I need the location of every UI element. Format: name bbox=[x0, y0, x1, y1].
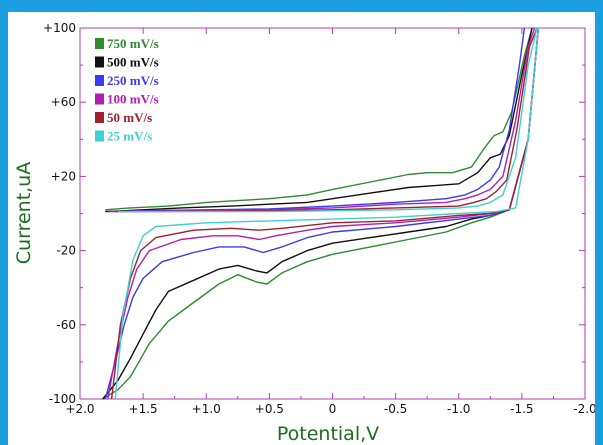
legend-swatch bbox=[95, 75, 104, 86]
x-axis-title: Potential,V bbox=[277, 423, 379, 445]
legend-label: 500 mV/s bbox=[107, 55, 159, 70]
legend-label: 250 mV/s bbox=[107, 73, 159, 88]
series-25-mv-s-lower-curve bbox=[114, 27, 539, 400]
series-750-mv-s-upper-curve bbox=[105, 27, 533, 211]
y-tick-label: +20 bbox=[51, 169, 76, 183]
y-tick-label: -60 bbox=[56, 318, 76, 332]
legend-swatch bbox=[95, 130, 104, 142]
cyclic-voltammogram-chart: +2.0 +1.5 +1.0 +0.5 0 -0.5 -1.0 -1.5 -2.0 +100 +60… bbox=[13, 21, 595, 445]
legend-label: 100 mV/s bbox=[107, 92, 159, 107]
legend: 750 mV/s 500 mV/s 250 mV/s 100 mV/s 50 mV/s 2… bbox=[95, 36, 159, 144]
series-500-mv-s-upper-curve bbox=[105, 27, 533, 213]
series-250-mv-s-lower-curve bbox=[104, 27, 539, 400]
legend-label: 25 mV/s bbox=[107, 129, 152, 144]
y-tick-label: +60 bbox=[51, 95, 76, 109]
series-750-mv-s-lower-curve bbox=[102, 27, 539, 400]
legend-swatch bbox=[95, 56, 104, 68]
axis-tick-labels: +2.0 +1.5 +1.0 +0.5 0 -0.5 -1.0 -1.5 -2.0 +100 +60… bbox=[43, 21, 595, 416]
x-tick-label: -1.5 bbox=[510, 402, 533, 416]
series-25-mv-s-upper-curve bbox=[117, 27, 538, 213]
x-tick-label: -2.0 bbox=[573, 402, 595, 416]
y-axis-title: Current,uA bbox=[13, 162, 35, 264]
y-tick-label: -20 bbox=[56, 244, 76, 258]
legend-swatch bbox=[95, 38, 104, 49]
x-tick-label: -0.5 bbox=[384, 402, 407, 416]
legend-label: 750 mV/s bbox=[107, 36, 159, 51]
series-250-mv-s-upper-curve bbox=[107, 27, 526, 213]
legend-label: 50 mV/s bbox=[107, 110, 152, 125]
x-tick-label: +0.5 bbox=[255, 402, 284, 416]
legend-swatch bbox=[95, 93, 104, 105]
x-tick-label: -1.0 bbox=[447, 402, 470, 416]
x-tick-label: +2.0 bbox=[65, 402, 94, 416]
series-curves bbox=[102, 27, 539, 400]
y-tick-label: -100 bbox=[49, 392, 76, 406]
x-tick-label: 0 bbox=[329, 402, 337, 416]
series-500-mv-s-lower-curve bbox=[102, 27, 539, 400]
x-tick-label: +1.0 bbox=[192, 402, 221, 416]
legend-swatch bbox=[95, 112, 104, 123]
chart-frame: +2.0 +1.5 +1.0 +0.5 0 -0.5 -1.0 -1.5 -2.0 +100 +60… bbox=[8, 12, 595, 445]
x-tick-label: +1.5 bbox=[129, 402, 158, 416]
y-tick-label: +100 bbox=[43, 21, 76, 35]
